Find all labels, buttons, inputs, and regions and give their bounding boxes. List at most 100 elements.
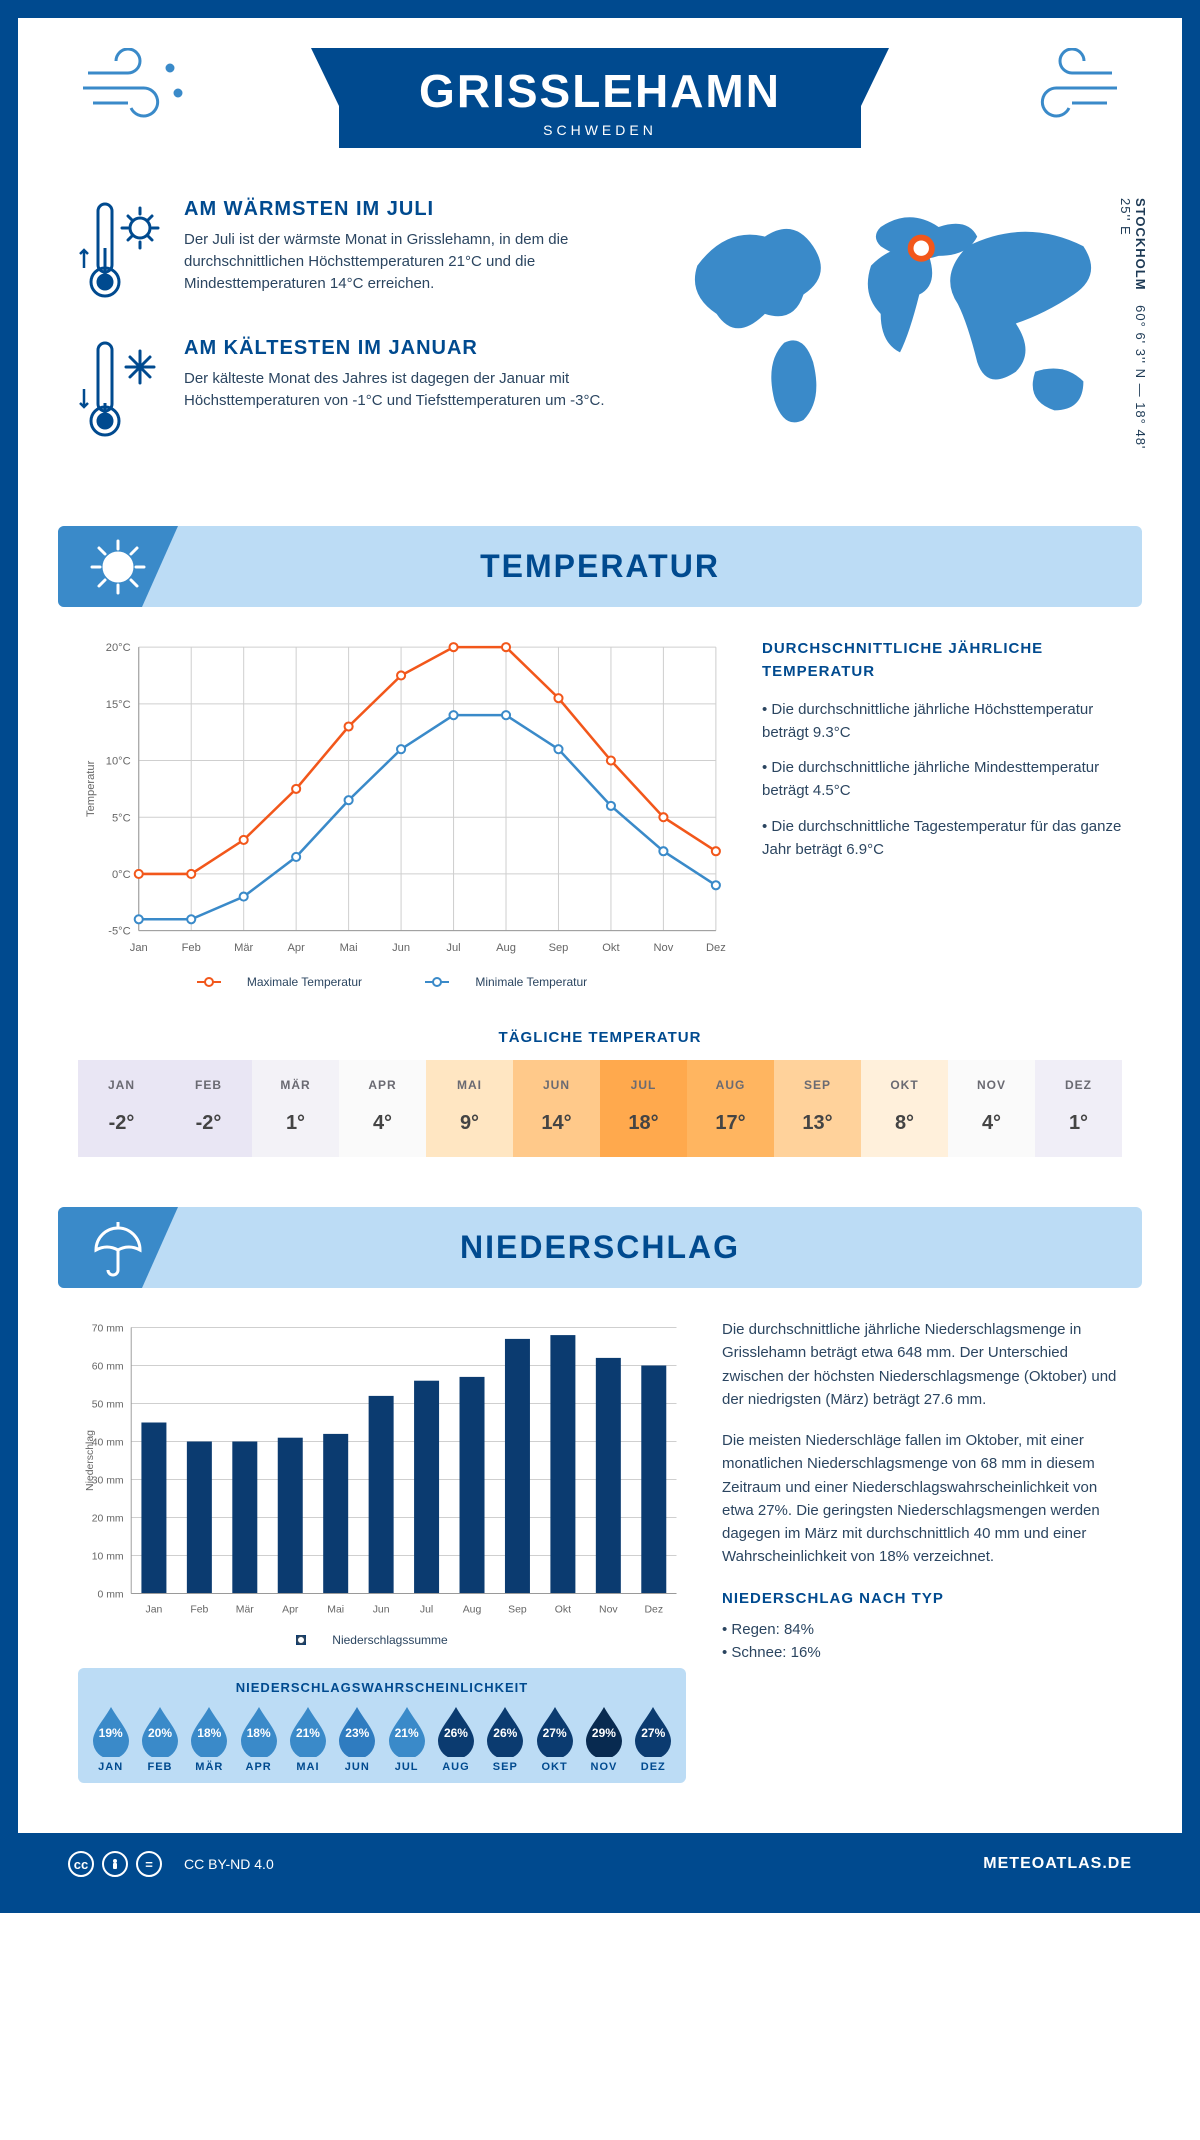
daily-cell: NOV4° [948, 1060, 1035, 1157]
svg-text:Nov: Nov [654, 942, 674, 954]
precip-info-p2: Die meisten Niederschläge fallen im Okto… [722, 1429, 1122, 1569]
section-precip-head: NIEDERSCHLAG [58, 1207, 1142, 1288]
svg-text:Sep: Sep [549, 942, 569, 954]
svg-text:Jun: Jun [392, 942, 410, 954]
precip-prob-drop: 27%OKT [530, 1703, 579, 1773]
legend-max: Maximale Temperatur [247, 975, 362, 989]
precip-type-rain: • Regen: 84% [722, 1618, 1122, 1641]
svg-text:Aug: Aug [496, 942, 516, 954]
header: GRISSLEHAMN SCHWEDEN [58, 18, 1142, 188]
svg-text:Okt: Okt [555, 1605, 571, 1616]
cc-icon: cc [68, 1851, 94, 1877]
daily-cell: APR4° [339, 1060, 426, 1157]
temperature-info: DURCHSCHNITTLICHE JÄHRLICHE TEMPERATUR •… [762, 637, 1122, 989]
legend-min: Minimale Temperatur [475, 975, 587, 989]
svg-text:0°C: 0°C [112, 869, 131, 881]
svg-text:70 mm: 70 mm [92, 1323, 124, 1334]
svg-text:Aug: Aug [463, 1605, 482, 1616]
svg-text:Temperatur: Temperatur [85, 760, 97, 817]
svg-text:Feb: Feb [190, 1605, 208, 1616]
precip-prob-drop: 26%AUG [431, 1703, 480, 1773]
warmest-text: Der Juli ist der wärmste Monat in Grissl… [184, 229, 638, 294]
svg-text:Jul: Jul [446, 942, 460, 954]
daily-cell: MÄR1° [252, 1060, 339, 1157]
daily-cell: JUN14° [513, 1060, 600, 1157]
world-map: STOCKHOLM 60° 6' 3'' N — 18° 48' 25'' E [678, 198, 1122, 476]
svg-text:Dez: Dez [644, 1605, 663, 1616]
warmest-head: AM WÄRMSTEN IM JULI [184, 198, 638, 221]
svg-text:Mär: Mär [234, 942, 253, 954]
precip-info: Die durchschnittliche jährliche Niedersc… [722, 1318, 1122, 1783]
svg-text:Apr: Apr [282, 1605, 299, 1616]
precip-prob-drop: 21%MAI [283, 1703, 332, 1773]
temp-info-p2: • Die durchschnittliche jährliche Mindes… [762, 756, 1122, 803]
svg-text:Jul: Jul [420, 1605, 433, 1616]
cc-text: CC BY-ND 4.0 [184, 1856, 274, 1872]
umbrella-icon [58, 1207, 178, 1288]
precip-prob-drop: 21%JUL [382, 1703, 431, 1773]
coldest-text: Der kälteste Monat des Jahres ist dagege… [184, 368, 638, 412]
precip-prob-drop: 26%SEP [481, 1703, 530, 1773]
svg-text:40 mm: 40 mm [92, 1437, 124, 1448]
coldest-head: AM KÄLTESTEN IM JANUAR [184, 337, 638, 360]
precip-probability-box: NIEDERSCHLAGSWAHRSCHEINLICHKEIT 19%JAN20… [78, 1668, 686, 1783]
capital-label: STOCKHOLM [1133, 198, 1148, 291]
svg-text:Nov: Nov [599, 1605, 618, 1616]
precip-prob-drop: 18%APR [234, 1703, 283, 1773]
svg-text:15°C: 15°C [106, 699, 131, 711]
svg-text:20 mm: 20 mm [92, 1513, 124, 1524]
svg-text:30 mm: 30 mm [92, 1475, 124, 1486]
coldest-block: AM KÄLTESTEN IM JANUAR Der kälteste Mona… [78, 337, 638, 452]
thermometer-snow-icon [78, 337, 164, 452]
svg-text:0 mm: 0 mm [98, 1589, 124, 1600]
svg-text:50 mm: 50 mm [92, 1399, 124, 1410]
svg-text:-5°C: -5°C [108, 926, 130, 938]
svg-text:Jan: Jan [145, 1605, 162, 1616]
page-title: GRISSLEHAMN [419, 64, 781, 118]
svg-text:Okt: Okt [602, 942, 620, 954]
daily-cell: JUL18° [600, 1060, 687, 1157]
daily-cell: OKT8° [861, 1060, 948, 1157]
daily-cell: AUG17° [687, 1060, 774, 1157]
section-precip-title: NIEDERSCHLAG [460, 1229, 740, 1265]
precip-type-snow: • Schnee: 16% [722, 1641, 1122, 1664]
daily-cell: JAN-2° [78, 1060, 165, 1157]
svg-text:10 mm: 10 mm [92, 1551, 124, 1562]
section-temperature-head: TEMPERATUR [58, 526, 1142, 607]
footer-site: METEOATLAS.DE [983, 1855, 1132, 1873]
svg-text:Mai: Mai [340, 942, 358, 954]
svg-text:Dez: Dez [706, 942, 726, 954]
footer: cc = CC BY-ND 4.0 METEOATLAS.DE [18, 1833, 1182, 1895]
precip-legend: Niederschlagssumme [332, 1633, 447, 1647]
svg-text:Niederschlag: Niederschlag [85, 1430, 96, 1491]
precip-prob-drop: 20%FEB [135, 1703, 184, 1773]
daily-cell: FEB-2° [165, 1060, 252, 1157]
svg-text:Mär: Mär [236, 1605, 254, 1616]
svg-text:Jun: Jun [373, 1605, 390, 1616]
daily-temp-grid: JAN-2°FEB-2°MÄR1°APR4°MAI9°JUN14°JUL18°A… [78, 1060, 1122, 1157]
coords-lat: 60° 6' 3'' N [1133, 305, 1148, 379]
precip-prob-drop: 23%JUN [333, 1703, 382, 1773]
precip-prob-drop: 27%DEZ [629, 1703, 678, 1773]
svg-text:Feb: Feb [182, 942, 201, 954]
by-icon [102, 1851, 128, 1877]
precip-chart: 0 mm 10 mm 20 mm 30 mm 40 mm 50 mm 60 mm 70 mm J… [78, 1318, 686, 1648]
daily-temp-head: TÄGLICHE TEMPERATUR [58, 1029, 1142, 1046]
sun-icon [58, 526, 178, 607]
precip-prob-drop: 29%NOV [579, 1703, 628, 1773]
prob-title: NIEDERSCHLAGSWAHRSCHEINLICHKEIT [86, 1676, 678, 1703]
daily-cell: SEP13° [774, 1060, 861, 1157]
svg-text:Apr: Apr [287, 942, 305, 954]
wind-icon [1012, 48, 1122, 128]
svg-text:10°C: 10°C [106, 756, 131, 768]
section-temperature-title: TEMPERATUR [480, 548, 720, 584]
precip-prob-drop: 18%MÄR [185, 1703, 234, 1773]
temp-info-head: DURCHSCHNITTLICHE JÄHRLICHE TEMPERATUR [762, 637, 1122, 684]
svg-text:20°C: 20°C [106, 642, 131, 654]
precip-prob-drop: 19%JAN [86, 1703, 135, 1773]
svg-text:Mai: Mai [327, 1605, 344, 1616]
wind-icon [78, 48, 188, 128]
svg-text:60 mm: 60 mm [92, 1361, 124, 1372]
daily-cell: DEZ1° [1035, 1060, 1122, 1157]
svg-text:Jan: Jan [130, 942, 148, 954]
